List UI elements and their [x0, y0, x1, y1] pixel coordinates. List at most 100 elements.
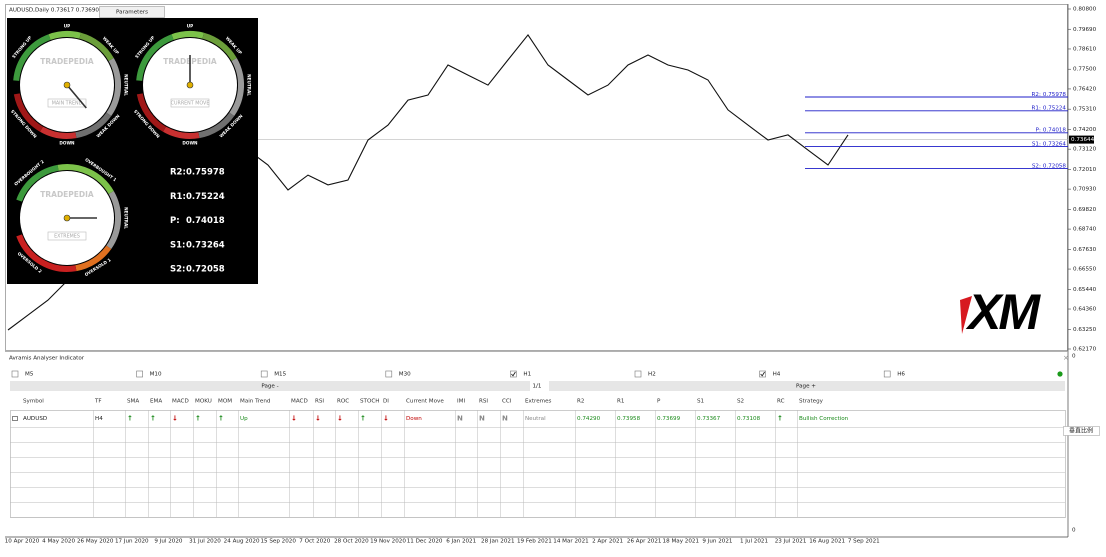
- column-header: DI: [383, 399, 389, 405]
- timeframe-label: M10: [150, 372, 162, 378]
- pivot-name: S1:: [1032, 141, 1041, 147]
- pivot-name: R2:: [1032, 91, 1041, 97]
- table-cell: ↑: [195, 415, 201, 423]
- timeframe-checkbox[interactable]: [385, 370, 393, 378]
- column-header: SMA: [127, 399, 139, 405]
- subwindow-tick: 0: [1072, 528, 1076, 534]
- column-header: EMA: [150, 399, 162, 405]
- table-cell: Neutral: [525, 416, 546, 422]
- panel-close[interactable]: ×: [1063, 354, 1069, 362]
- timeframe-checkbox[interactable]: [759, 370, 766, 378]
- pivot-panel-value: 0.72058: [186, 265, 225, 275]
- gauge-arc: [13, 93, 44, 132]
- tooltip-box: [1063, 426, 1100, 436]
- gauge-arc: [16, 234, 77, 272]
- parameters-button[interactable]: [99, 6, 165, 18]
- x-tick-label: 14 Mar 2021: [553, 539, 589, 545]
- pivot-panel-value: 0.74018: [186, 216, 225, 226]
- timeframe-checkbox[interactable]: [634, 370, 642, 378]
- page-next-label[interactable]: Page +: [796, 384, 816, 390]
- table-cell: ↓: [315, 415, 321, 423]
- column-header: ROC: [337, 399, 349, 405]
- xm-logo: XM: [960, 284, 1044, 340]
- gauge-brand: TRADEPEDIA: [40, 57, 94, 66]
- y-tick-label: 0.62170: [1073, 347, 1097, 353]
- column-header: MOM: [218, 399, 232, 405]
- x-tick-label: 28 Oct 2020: [334, 539, 369, 545]
- timeframe-label: H4: [773, 372, 781, 378]
- gauge-hub: [63, 81, 71, 89]
- column-header: S2: [737, 399, 744, 405]
- pivot-panel-name: P:: [170, 216, 180, 226]
- table-cell: ↑: [150, 415, 156, 423]
- pivot-line-label: R2: 0.75978: [1032, 91, 1067, 97]
- pivot-name: P:: [1036, 127, 1041, 133]
- pivot-panel-name: S2:: [170, 265, 185, 275]
- parameters-label[interactable]: Parameters: [116, 10, 148, 16]
- y-tick-label: 0.63250: [1073, 327, 1097, 333]
- page-prev-label[interactable]: Page -: [261, 384, 278, 390]
- x-tick-label: 10 Apr 2020: [5, 539, 40, 545]
- gauge-arc: [75, 112, 112, 139]
- timeframe-label: H1: [523, 372, 531, 378]
- column-header: RSI: [479, 399, 488, 405]
- table-cell: N: [457, 415, 463, 423]
- pivot-panel-name: R2:: [170, 168, 186, 178]
- gauge-name-box: [47, 231, 87, 241]
- pivot-value: 0.72058: [1043, 163, 1067, 169]
- y-tick-label: 0.66550: [1073, 267, 1097, 273]
- page-next-button[interactable]: [549, 381, 1065, 391]
- logo-text: XM: [965, 284, 1041, 340]
- pivot-value: 0.75224: [1043, 105, 1067, 111]
- x-tick-label: 19 Nov 2020: [370, 539, 406, 545]
- gauge-hub: [63, 214, 71, 222]
- x-tick-label: 9 Jun 2021: [702, 539, 733, 545]
- column-header: RC: [777, 399, 785, 405]
- y-tick-label: 0.69820: [1073, 207, 1097, 213]
- timeframe-checkbox[interactable]: [883, 370, 891, 378]
- x-tick-label: 23 Jul 2021: [775, 539, 807, 545]
- column-header: P: [657, 399, 661, 405]
- analyser-table: M5 M10 M15 M30 H1 H2 H4 H6 Symbol TF SMA EMA MACD MOK…: [10, 370, 1066, 518]
- gauge-arc: [106, 191, 121, 250]
- x-tick-label: 15 Sep 2020: [260, 539, 296, 545]
- table-cell: N: [479, 415, 485, 423]
- timeframe-label: M30: [399, 372, 411, 378]
- timeframe-checkbox[interactable]: [260, 370, 268, 378]
- current-price-box: [1069, 135, 1094, 144]
- y-tick-label: 0.78610: [1073, 46, 1097, 52]
- column-header: CCI: [502, 399, 512, 405]
- row-icon: [12, 416, 18, 421]
- table-cell: 0.73699: [657, 416, 681, 422]
- pivot-panel-value: 0.75224: [186, 192, 225, 202]
- gauge-label: NEUTRAL: [247, 74, 252, 96]
- table-cell: 0.73958: [617, 416, 641, 422]
- x-tick-label: 26 May 2020: [77, 539, 114, 545]
- y-tick-label: 0.77500: [1073, 67, 1097, 73]
- panel-title: Avramis Analyser Indicator: [9, 356, 85, 362]
- gauge-label: DOWN: [59, 141, 75, 146]
- y-tick-label: 0.65440: [1073, 287, 1097, 293]
- gauge-name: CURRENT MOVE: [171, 101, 210, 107]
- column-header: S1: [697, 399, 705, 405]
- x-tick-label: 18 May 2021: [663, 539, 700, 545]
- timeframe-checkbox[interactable]: [510, 370, 517, 378]
- x-tick-label: 1 Jul 2021: [740, 539, 769, 545]
- timeframe-checkbox[interactable]: [11, 370, 19, 378]
- y-tick-label: 0.76420: [1073, 86, 1097, 92]
- status-dot: [1057, 371, 1063, 377]
- chart-frame: [5, 4, 1068, 351]
- column-header: MOKU: [195, 399, 212, 405]
- timeframe-checkbox[interactable]: [136, 370, 143, 378]
- timeframe-label: H2: [648, 372, 656, 378]
- x-tick-label: 24 Aug 2020: [224, 539, 260, 545]
- gauge-label: NEUTRAL: [124, 74, 129, 96]
- column-header: RSI: [315, 399, 324, 405]
- page-prev-button[interactable]: [10, 381, 530, 391]
- x-tick-label: 4 May 2020: [42, 539, 75, 545]
- pivot-value: 0.73264: [1043, 141, 1067, 147]
- gauge-hub: [186, 81, 194, 89]
- gauge-arc: [79, 32, 114, 62]
- column-header: MACD: [172, 399, 189, 405]
- gauge-arc: [229, 58, 244, 117]
